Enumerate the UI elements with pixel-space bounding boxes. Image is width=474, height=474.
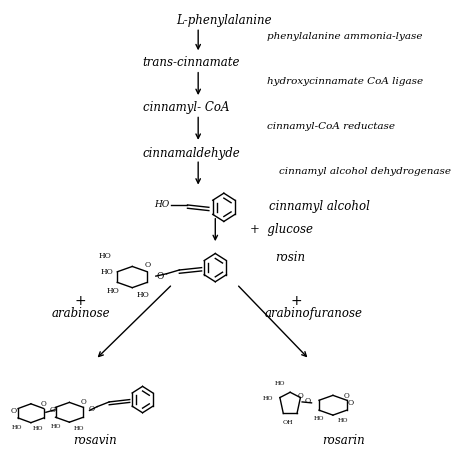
Text: trans-cinnamate: trans-cinnamate — [143, 56, 240, 69]
Text: O: O — [304, 397, 310, 404]
Text: O: O — [344, 392, 349, 400]
Text: +: + — [291, 293, 302, 308]
Text: O: O — [41, 400, 46, 408]
Text: O: O — [348, 399, 354, 407]
Text: HO: HO — [137, 291, 149, 299]
Text: cinnamaldehyde: cinnamaldehyde — [143, 146, 240, 160]
Text: HO: HO — [274, 381, 285, 385]
Text: HO: HO — [73, 426, 84, 431]
Text: HO: HO — [337, 418, 348, 423]
Text: phenylalanine ammonia-lyase: phenylalanine ammonia-lyase — [266, 32, 422, 41]
Text: cinnamyl-CoA reductase: cinnamyl-CoA reductase — [266, 122, 395, 131]
Text: rosavin: rosavin — [73, 434, 118, 447]
Text: cinnamyl alcohol: cinnamyl alcohol — [269, 200, 370, 213]
Text: cinnamyl alcohol dehydrogenase: cinnamyl alcohol dehydrogenase — [280, 166, 451, 175]
Text: OH: OH — [283, 420, 293, 425]
Text: rosarin: rosarin — [322, 434, 365, 447]
Text: HO: HO — [12, 425, 22, 430]
Text: L-phenylalanine: L-phenylalanine — [176, 14, 272, 27]
Text: O: O — [144, 261, 150, 269]
Text: HO: HO — [33, 426, 44, 431]
Text: cinnamyl- CoA: cinnamyl- CoA — [143, 101, 229, 114]
Text: O: O — [50, 406, 56, 414]
Text: O: O — [156, 272, 164, 281]
Text: O: O — [11, 407, 17, 415]
Text: O: O — [89, 405, 95, 413]
Text: O: O — [80, 398, 86, 406]
Text: HO: HO — [154, 201, 169, 210]
Text: HO: HO — [107, 287, 119, 295]
Text: arabinofuranose: arabinofuranose — [264, 307, 363, 320]
Text: HO: HO — [98, 252, 111, 260]
Text: +  glucose: + glucose — [249, 223, 312, 237]
Text: hydroxycinnamate CoA ligase: hydroxycinnamate CoA ligase — [266, 77, 423, 86]
Text: HO: HO — [100, 268, 113, 276]
Text: HO: HO — [50, 424, 61, 429]
Text: HO: HO — [263, 396, 273, 401]
Text: arabinose: arabinose — [51, 307, 110, 320]
Text: HO: HO — [314, 416, 324, 421]
Text: O: O — [298, 392, 304, 400]
Text: rosin: rosin — [275, 251, 305, 264]
Text: +: + — [75, 293, 86, 308]
